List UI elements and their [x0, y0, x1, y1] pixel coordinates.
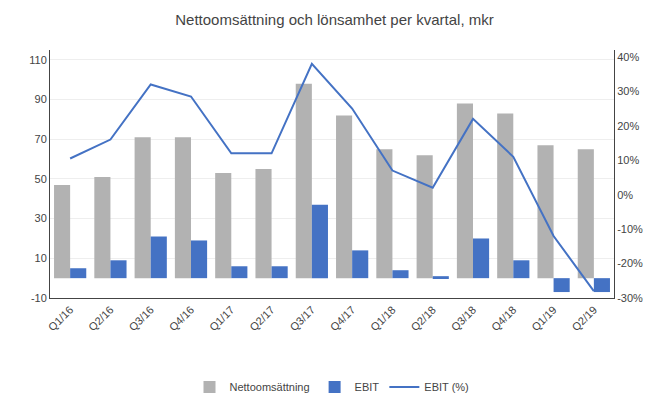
svg-text:Q1/19: Q1/19 — [529, 304, 559, 334]
svg-text:Q3/18: Q3/18 — [449, 304, 479, 334]
svg-text:Q4/16: Q4/16 — [167, 304, 197, 334]
svg-text:10%: 10% — [617, 154, 639, 166]
svg-text:Nettoomsättning: Nettoomsättning — [230, 381, 310, 393]
svg-text:110: 110 — [29, 54, 47, 66]
svg-text:Q3/17: Q3/17 — [287, 304, 317, 334]
svg-text:Q3/16: Q3/16 — [126, 304, 156, 334]
svg-text:50: 50 — [35, 173, 47, 185]
svg-text:0%: 0% — [617, 189, 633, 201]
svg-text:20%: 20% — [617, 120, 639, 132]
svg-text:EBIT (%): EBIT (%) — [424, 381, 468, 393]
svg-text:-10%: -10% — [617, 223, 643, 235]
svg-text:Q2/16: Q2/16 — [86, 304, 116, 334]
svg-text:Nettoomsättning och lönsamhet: Nettoomsättning och lönsamhet per kvarta… — [175, 11, 493, 28]
svg-text:-10: -10 — [31, 292, 47, 304]
svg-text:Q1/17: Q1/17 — [207, 304, 237, 334]
svg-text:-20%: -20% — [617, 257, 643, 269]
svg-text:Q4/18: Q4/18 — [489, 304, 519, 334]
svg-text:Q1/16: Q1/16 — [46, 304, 76, 334]
svg-text:EBIT: EBIT — [355, 381, 380, 393]
svg-text:40%: 40% — [617, 51, 639, 63]
svg-text:Q2/17: Q2/17 — [247, 304, 277, 334]
svg-text:90: 90 — [35, 93, 47, 105]
svg-text:Q1/18: Q1/18 — [368, 304, 398, 334]
svg-text:70: 70 — [35, 133, 47, 145]
svg-text:30: 30 — [35, 212, 47, 224]
svg-text:-30%: -30% — [617, 292, 643, 304]
svg-text:Q4/17: Q4/17 — [328, 304, 358, 334]
svg-text:Q2/19: Q2/19 — [569, 304, 599, 334]
svg-text:30%: 30% — [617, 85, 639, 97]
svg-text:Q2/18: Q2/18 — [408, 304, 438, 334]
svg-text:10: 10 — [35, 252, 47, 264]
